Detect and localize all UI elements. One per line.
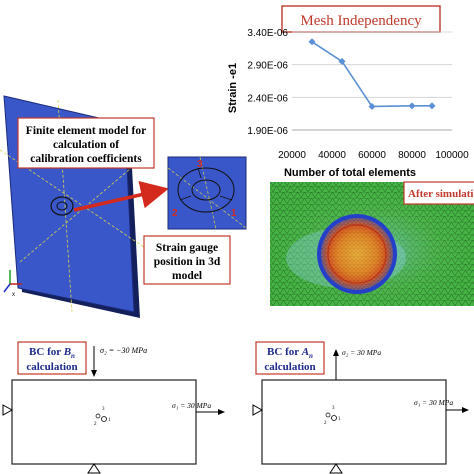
chart-x-tick-label: 100000 (435, 150, 469, 161)
chart-y-ticks: 1.90E-06 2.40E-06 2.90E-06 3.40E-06 (247, 28, 288, 137)
bc-b-sigma1: σ₁ = 30 MPa (172, 401, 211, 410)
bc-b-label-line-1: BC for Bn (29, 346, 75, 360)
chart-point (338, 57, 346, 65)
chart-x-tick-label: 40000 (318, 150, 346, 161)
fem-label-line-1: Finite element model for (26, 125, 146, 137)
gauge-number-3: 3 (197, 159, 203, 170)
bc-a-label-line-2: calculation (264, 361, 315, 373)
bc-a-label-line-1: BC for An (267, 346, 313, 360)
after-label: After simulations (408, 188, 474, 200)
bc-b-diagram: 3 2 1 (2, 346, 225, 474)
svg-text:x: x (12, 292, 15, 298)
chart-title: Mesh Independency (300, 13, 422, 29)
chart-x-tick-label: 20000 (278, 150, 306, 161)
gauge-zoom-inset (167, 156, 247, 230)
chart-x-ticks: 20000 40000 60000 80000 100000 (278, 150, 469, 161)
svg-text:2: 2 (324, 421, 327, 426)
chart-point (408, 102, 416, 110)
fem-label-line-3: calibration coefficients (30, 153, 142, 165)
svg-text:2: 2 (94, 422, 97, 427)
chart-x-label: Number of total elements (284, 167, 416, 179)
bc-a-sigma2: σ₂ = 30 MPa (342, 348, 381, 357)
gauge-label-line-3: model (172, 270, 202, 282)
bc-a-diagram: 3 2 1 (252, 349, 469, 474)
chart-point (428, 102, 436, 110)
fem-label-line-2: calculation of (53, 139, 119, 151)
chart-title-box (281, 5, 441, 33)
chart-y-tick-label: 2.40E-06 (247, 93, 288, 104)
chart-y-label: Strain -e1 (227, 63, 239, 113)
chart-y-tick-label: 2.90E-06 (247, 61, 288, 72)
chart-points (308, 38, 436, 110)
axis-triad-icon: x (3, 270, 22, 298)
bc-a-sigma1: σ₁ = 30 MPa (414, 398, 453, 407)
chart-point (308, 38, 316, 46)
gauge-label-line-1: Strain gauge (156, 242, 218, 254)
bc-a-label-box (255, 341, 325, 375)
gauge-number-1: 1 (231, 208, 237, 219)
after-label-box (403, 181, 474, 205)
chart-x-tick-label: 60000 (358, 150, 386, 161)
fem-label-box (17, 117, 155, 169)
chart-y-tick-label: 3.40E-06 (247, 28, 288, 39)
svg-text:1: 1 (338, 417, 341, 422)
chart-y-tick-label: 1.90E-06 (247, 126, 288, 137)
mesh-chart: Mesh Independency 1.90E-06 2.40E-06 2.90E-… (227, 5, 469, 179)
bc-b-sigma2: σ₂ = −30 MPa (100, 346, 147, 355)
gauge-label-line-2: position in 3d (154, 256, 221, 268)
svg-text:1: 1 (108, 418, 111, 423)
gauge-label-box (143, 235, 231, 285)
chart-x-tick-label: 80000 (398, 150, 426, 161)
svg-text:3: 3 (102, 407, 105, 412)
gauge-number-2: 2 (172, 208, 178, 219)
bc-b-label-line-2: calculation (26, 361, 77, 373)
chart-grid (292, 31, 452, 131)
bc-b-label-box (17, 341, 87, 375)
chart-series-line (311, 41, 432, 108)
chart-point (368, 102, 376, 110)
zoom-arrow (73, 181, 169, 212)
svg-text:3: 3 (332, 406, 335, 411)
